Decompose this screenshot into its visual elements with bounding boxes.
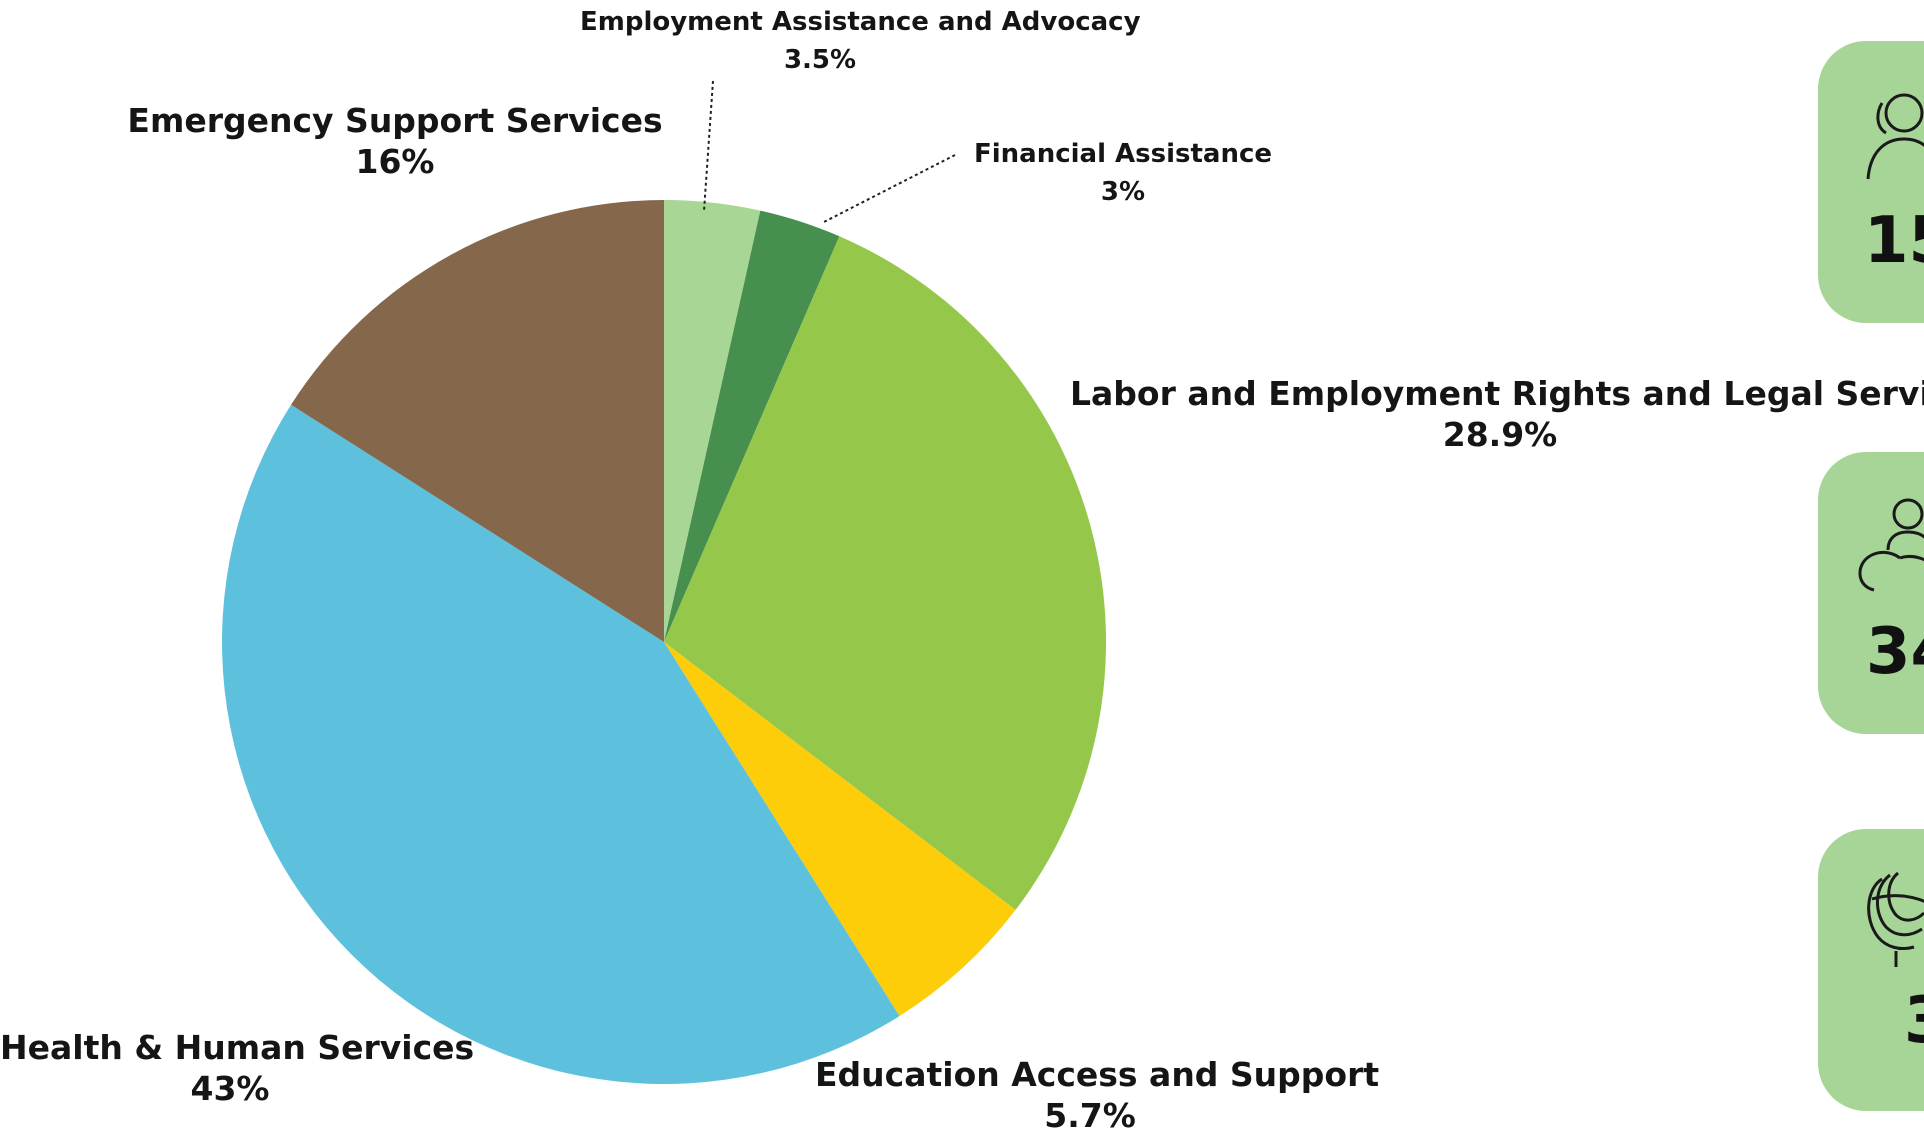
slice-label-value: 16% [355,142,435,182]
stat-card-value: 15 [1864,204,1924,278]
stat-card-person: 15 [1818,41,1924,323]
pie-slice-financial-assistance [664,210,840,642]
leader-line-employment-assistance [703,80,714,212]
slice-label-name: Labor and Employment Rights and Legal Se… [1070,374,1924,413]
pie-slice-education-access-and-support [664,642,1016,1017]
pie-slice-emergency-support-services [291,200,664,642]
pie-slices [221,200,1107,1085]
slice-label-value: 28.9% [1442,415,1558,455]
slice-label-emergency-support: Emergency Support Services 16% [120,100,670,183]
group-icon [1858,498,1924,592]
stat-card-value: 3 [1904,989,1924,1053]
slice-label-name: Financial Assistance [973,139,1273,169]
slice-label-financial-assistance: Financial Assistance 3% [958,136,1288,211]
pie-slice-health-and-human-services [221,404,900,1085]
slice-label-value: 3.5% [783,44,857,75]
stat-card-group: 34 [1818,452,1924,734]
pie-slice-employment-assistance-and-advocacy [664,200,761,642]
slice-label-value: 43% [190,1069,270,1109]
stat-card-value: 34 [1866,615,1924,689]
slice-label-name: Emergency Support Services [127,101,663,140]
slice-label-value: 3% [1100,176,1146,207]
slice-label-name: Health & Human Services [0,1028,475,1067]
slice-label-name: Employment Assistance and Advocacy [580,7,1141,37]
leader-line-financial-assistance [821,154,956,224]
label-leader-lines [703,80,956,224]
slice-label-labor-employment-rights: Labor and Employment Rights and Legal Se… [1070,373,1924,456]
pie-slice-labor-and-employment-rights-and-legal-services [664,236,1107,910]
person-icon [1866,93,1924,180]
slice-label-health-human-services: Health & Human Services 43% [0,1027,475,1110]
globe-icon [1867,871,1924,967]
stat-card-globe: 3 [1818,829,1924,1111]
slice-label-employment-assistance: Employment Assistance and Advocacy 3.5% [580,4,1141,79]
slice-label-name: Education Access and Support [815,1055,1380,1094]
slice-label-value: 5.7% [1044,1096,1136,1136]
slice-label-education-access: Education Access and Support 5.7% [815,1054,1380,1137]
